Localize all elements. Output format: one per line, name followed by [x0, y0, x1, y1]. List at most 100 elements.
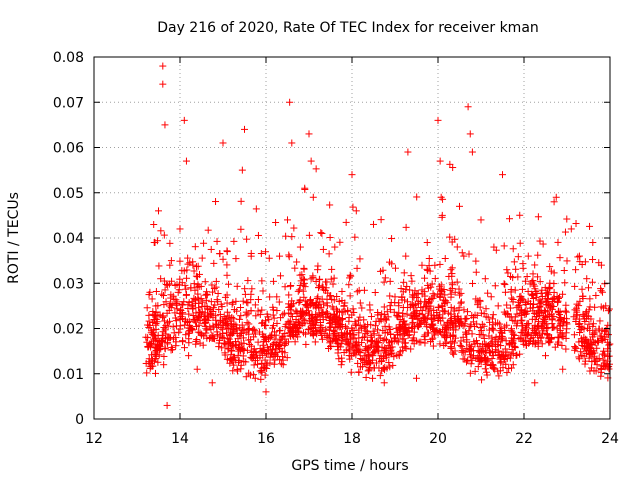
data-point [498, 336, 506, 344]
data-point [262, 248, 270, 256]
data-point [338, 287, 346, 295]
data-point [281, 323, 289, 331]
data-point [159, 291, 167, 299]
data-point [193, 365, 201, 373]
data-point [247, 307, 255, 315]
data-point [292, 307, 300, 315]
data-point [191, 286, 199, 294]
data-point [586, 222, 594, 230]
data-point [160, 361, 168, 369]
data-point [447, 332, 455, 340]
data-point [201, 278, 209, 286]
data-point [538, 292, 546, 300]
data-point [562, 334, 570, 342]
data-point [226, 359, 234, 367]
data-point [360, 316, 368, 324]
data-point [198, 311, 205, 319]
data-point [337, 329, 345, 337]
data-point [300, 264, 308, 272]
data-point [345, 281, 353, 289]
data-point [213, 237, 221, 245]
data-point [165, 306, 173, 314]
data-point [510, 342, 518, 350]
data-point [230, 237, 238, 245]
data-point [413, 315, 421, 323]
data-point [597, 285, 605, 293]
data-point [152, 287, 160, 295]
data-point [365, 351, 373, 359]
data-point [572, 266, 580, 274]
data-point [429, 334, 437, 342]
data-point [446, 233, 454, 241]
data-point [560, 314, 568, 322]
data-point [478, 347, 486, 355]
data-point [317, 229, 325, 237]
data-point [454, 314, 462, 322]
data-point [161, 121, 169, 129]
data-point [232, 326, 240, 334]
data-point [229, 329, 237, 337]
data-point [175, 328, 183, 336]
data-point [545, 334, 553, 342]
data-point [593, 361, 601, 369]
data-point [456, 341, 464, 349]
data-point [399, 288, 407, 296]
data-point [440, 307, 448, 315]
data-point [275, 342, 283, 350]
data-point [580, 343, 588, 351]
data-point [311, 319, 319, 327]
data-point [251, 357, 259, 365]
data-point [172, 301, 180, 309]
data-point [370, 330, 378, 338]
data-point [298, 311, 306, 319]
data-point [531, 261, 539, 269]
data-point [428, 280, 436, 288]
data-point [258, 319, 266, 327]
data-point [280, 309, 288, 317]
data-point [393, 312, 401, 320]
data-point [345, 314, 353, 322]
data-point [562, 308, 570, 316]
data-point [317, 327, 325, 335]
data-point [373, 343, 381, 351]
data-point [509, 317, 517, 325]
data-point [223, 329, 231, 337]
data-point [570, 313, 578, 321]
data-point [537, 306, 545, 314]
data-point [274, 352, 282, 360]
data-point [545, 311, 553, 319]
data-point [230, 361, 238, 369]
data-point [309, 272, 317, 280]
data-point [285, 291, 293, 299]
data-point [270, 314, 278, 322]
data-point [151, 350, 159, 358]
data-point [254, 360, 262, 368]
data-point [437, 285, 445, 293]
data-point [426, 267, 434, 275]
data-point [473, 320, 481, 328]
data-point [254, 231, 262, 239]
data-point [529, 277, 537, 285]
data-point [272, 345, 280, 353]
data-point [318, 295, 326, 303]
data-point [502, 360, 510, 368]
data-point [229, 298, 237, 306]
data-point [369, 352, 377, 360]
data-point [597, 332, 605, 340]
data-point [534, 251, 542, 259]
data-point [429, 342, 437, 350]
data-point [144, 334, 152, 342]
data-point [518, 285, 526, 293]
data-point [235, 341, 243, 349]
data-point [157, 275, 165, 283]
data-point [155, 262, 163, 270]
data-point [482, 313, 490, 321]
data-point [322, 325, 330, 333]
data-point [507, 327, 515, 335]
data-point [257, 375, 265, 383]
data-point [546, 338, 554, 346]
data-point [275, 327, 283, 335]
data-point [293, 324, 301, 332]
data-point [449, 337, 457, 345]
